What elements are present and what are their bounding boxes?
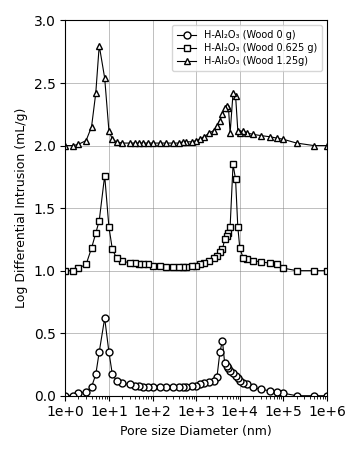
- Line: H-Al₂O₃ (Wood 0.625 g): H-Al₂O₃ (Wood 0.625 g): [62, 161, 331, 274]
- H-Al₂O₃ (Wood 1.25g): [137, 140, 142, 146]
- Line: H-Al₂O₃ (Wood 1.25g): H-Al₂O₃ (Wood 1.25g): [62, 42, 331, 149]
- H-Al₂O₃ (Wood 0 g): [236, 376, 240, 381]
- H-Al₂O₃ (Wood 0 g): [225, 363, 229, 368]
- H-Al₂O₃ (Wood 0 g): [71, 393, 75, 399]
- Y-axis label: Log Differential Intrusion (mL/g): Log Differential Intrusion (mL/g): [15, 108, 28, 308]
- H-Al₂O₃ (Wood 0.625 g): [231, 162, 235, 167]
- H-Al₂O₃ (Wood 1.25g): [97, 43, 101, 48]
- H-Al₂O₃ (Wood 0.625 g): [236, 224, 240, 230]
- H-Al₂O₃ (Wood 0.625 g): [133, 260, 137, 266]
- H-Al₂O₃ (Wood 1.25g): [226, 106, 231, 111]
- H-Al₂O₃ (Wood 1.25g): [225, 103, 229, 108]
- Legend: H-Al₂O₃ (Wood 0 g), H-Al₂O₃ (Wood 0.625 g), H-Al₂O₃ (Wood 1.25g): H-Al₂O₃ (Wood 0 g), H-Al₂O₃ (Wood 0.625 …: [172, 25, 322, 71]
- X-axis label: Pore size Diameter (nm): Pore size Diameter (nm): [120, 425, 272, 438]
- H-Al₂O₃ (Wood 1.25g): [236, 128, 240, 133]
- H-Al₂O₃ (Wood 0 g): [63, 393, 68, 399]
- H-Al₂O₃ (Wood 0 g): [325, 393, 329, 399]
- H-Al₂O₃ (Wood 1.25g): [325, 143, 329, 148]
- H-Al₂O₃ (Wood 1.25g): [63, 143, 68, 148]
- H-Al₂O₃ (Wood 0 g): [226, 366, 231, 371]
- H-Al₂O₃ (Wood 1.25g): [151, 140, 155, 146]
- H-Al₂O₃ (Wood 0 g): [137, 383, 142, 388]
- H-Al₂O₃ (Wood 1.25g): [71, 143, 75, 148]
- H-Al₂O₃ (Wood 0.625 g): [222, 236, 227, 242]
- H-Al₂O₃ (Wood 0.625 g): [225, 233, 229, 238]
- H-Al₂O₃ (Wood 0.625 g): [63, 268, 68, 273]
- H-Al₂O₃ (Wood 0.625 g): [325, 268, 329, 273]
- H-Al₂O₃ (Wood 0 g): [151, 384, 155, 390]
- H-Al₂O₃ (Wood 0 g): [103, 315, 107, 321]
- H-Al₂O₃ (Wood 0.625 g): [71, 268, 75, 273]
- H-Al₂O₃ (Wood 0.625 g): [146, 262, 151, 267]
- Line: H-Al₂O₃ (Wood 0 g): H-Al₂O₃ (Wood 0 g): [62, 315, 331, 399]
